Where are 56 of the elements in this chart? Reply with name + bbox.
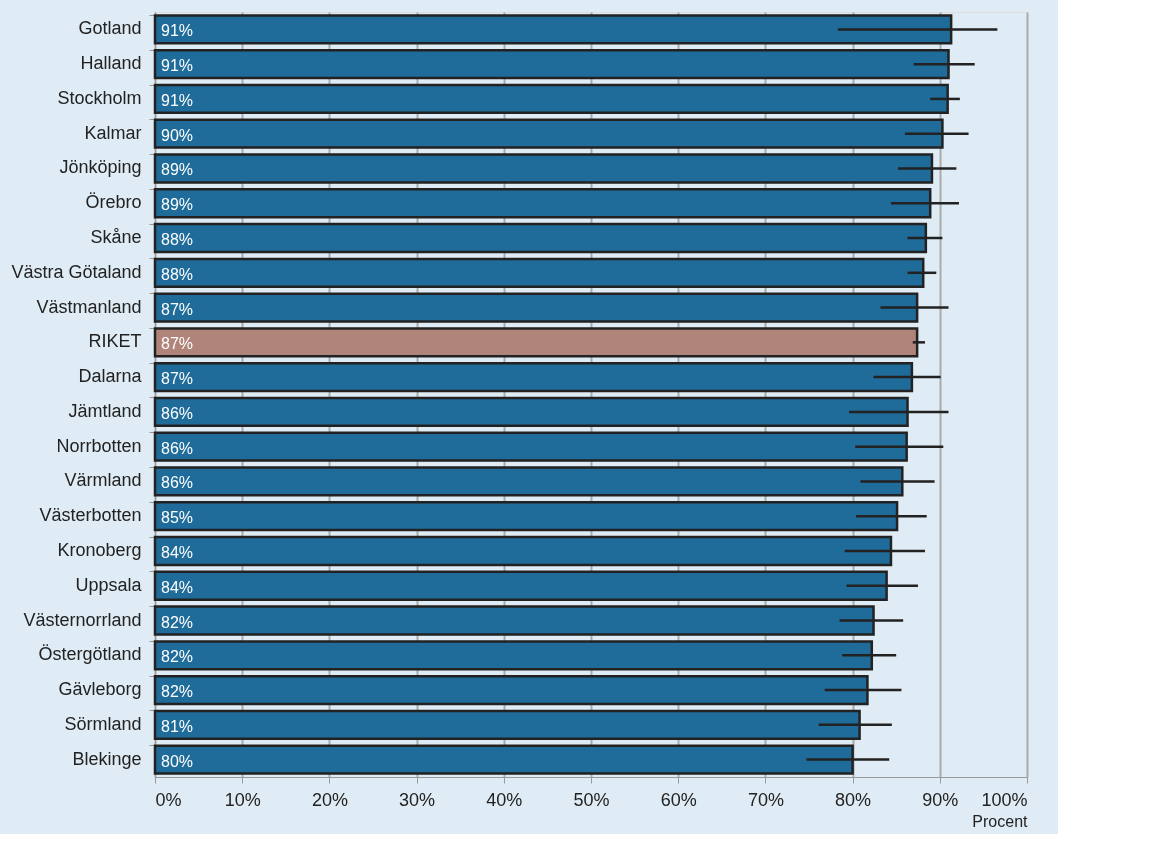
x-tick-label: 10%	[224, 789, 261, 810]
y-tick-label: Blekinge	[72, 748, 142, 769]
data-label: 91%	[161, 91, 194, 109]
y-tick-label: RIKET	[88, 331, 142, 352]
y-tick-label: Jämtland	[68, 400, 142, 421]
y-tick-label: Halland	[80, 53, 142, 74]
data-label: 80%	[161, 752, 194, 770]
y-tick-label: Norrbotten	[56, 435, 142, 456]
y-tick-label: Västerbotten	[39, 505, 142, 526]
x-tick-label: 80%	[835, 789, 872, 810]
data-label: 86%	[161, 439, 194, 457]
x-tick-label: 60%	[660, 789, 697, 810]
y-tick-label: Jönköping	[59, 157, 142, 178]
y-tick-label: Västra Götaland	[11, 261, 142, 282]
data-label: 84%	[161, 543, 194, 561]
y-tick-label: Sörmland	[64, 713, 142, 734]
x-tick-label: 50%	[573, 789, 610, 810]
x-axis-title: Procent	[972, 812, 1029, 830]
data-label: 82%	[161, 683, 194, 701]
data-label: 89%	[161, 161, 194, 179]
y-tick-label: Kalmar	[84, 122, 142, 143]
data-label: 89%	[161, 196, 194, 214]
data-label: 90%	[161, 126, 194, 144]
data-label: 91%	[161, 57, 194, 75]
y-tick-label: Östergötland	[38, 644, 142, 665]
x-tick-label: 30%	[399, 789, 436, 810]
data-label: 84%	[161, 578, 194, 596]
data-label: 87%	[161, 370, 194, 388]
x-tick-label: 0%	[155, 789, 182, 810]
x-tick-label: 40%	[486, 789, 523, 810]
x-tick-label: 90%	[922, 789, 959, 810]
data-label: 88%	[161, 231, 194, 249]
y-tick-label: Kronoberg	[57, 539, 142, 560]
data-label: 86%	[161, 404, 194, 422]
x-tick-label: 20%	[311, 789, 348, 810]
y-tick-label: Skåne	[90, 227, 142, 248]
y-tick-label: Gävleborg	[58, 679, 142, 700]
x-tick-label: 70%	[747, 789, 784, 810]
y-tick-label: Örebro	[85, 192, 142, 213]
data-label: 81%	[161, 717, 194, 735]
x-tick-label: 100%	[981, 789, 1028, 810]
y-tick-label: Gotland	[78, 18, 142, 39]
data-label: 91%	[161, 22, 194, 40]
data-label: 82%	[161, 613, 194, 631]
y-tick-label: Dalarna	[78, 366, 143, 387]
data-label: 88%	[161, 265, 194, 283]
data-label: 87%	[161, 335, 194, 353]
y-tick-label: Västmanland	[36, 296, 142, 317]
y-tick-label: Uppsala	[75, 574, 143, 595]
y-tick-label: Stockholm	[57, 87, 142, 108]
y-tick-label: Västernorrland	[23, 609, 142, 630]
y-tick-label: Värmland	[64, 470, 142, 491]
data-label: 86%	[161, 474, 194, 492]
data-label: 82%	[161, 648, 194, 666]
data-label: 85%	[161, 509, 194, 527]
data-label: 87%	[161, 300, 194, 318]
